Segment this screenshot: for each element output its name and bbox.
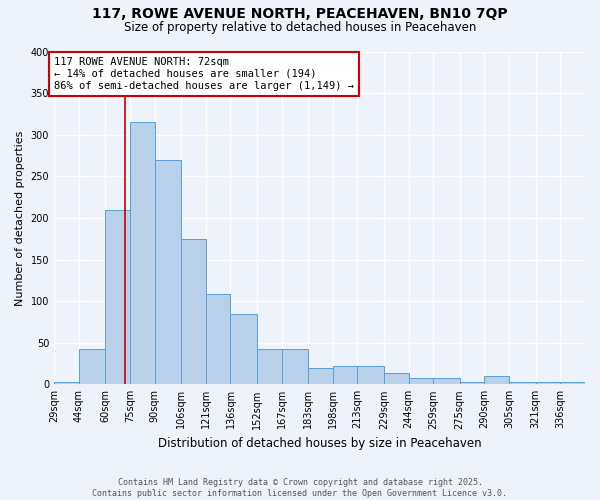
Bar xyxy=(358,366,384,384)
Bar xyxy=(460,382,484,384)
Bar xyxy=(281,348,308,384)
Bar xyxy=(333,366,358,384)
Text: 117 ROWE AVENUE NORTH: 72sqm
← 14% of detached houses are smaller (194)
86% of s: 117 ROWE AVENUE NORTH: 72sqm ← 14% of de… xyxy=(54,58,354,90)
Text: Contains HM Land Registry data © Crown copyright and database right 2025.
Contai: Contains HM Land Registry data © Crown c… xyxy=(92,478,508,498)
Bar xyxy=(155,160,181,384)
Bar xyxy=(509,382,536,384)
X-axis label: Distribution of detached houses by size in Peacehaven: Distribution of detached houses by size … xyxy=(158,437,481,450)
Bar xyxy=(384,374,409,384)
Bar xyxy=(130,122,155,384)
Y-axis label: Number of detached properties: Number of detached properties xyxy=(15,130,25,306)
Bar xyxy=(79,348,105,384)
Bar xyxy=(230,314,257,384)
Bar xyxy=(206,294,230,384)
Bar xyxy=(308,368,333,384)
Bar xyxy=(536,382,560,384)
Text: Size of property relative to detached houses in Peacehaven: Size of property relative to detached ho… xyxy=(124,21,476,34)
Bar xyxy=(54,382,79,384)
Bar xyxy=(105,210,130,384)
Bar xyxy=(409,378,433,384)
Bar xyxy=(433,378,460,384)
Bar xyxy=(181,238,206,384)
Bar xyxy=(484,376,509,384)
Text: 117, ROWE AVENUE NORTH, PEACEHAVEN, BN10 7QP: 117, ROWE AVENUE NORTH, PEACEHAVEN, BN10… xyxy=(92,8,508,22)
Bar xyxy=(257,348,281,384)
Bar xyxy=(560,382,585,384)
